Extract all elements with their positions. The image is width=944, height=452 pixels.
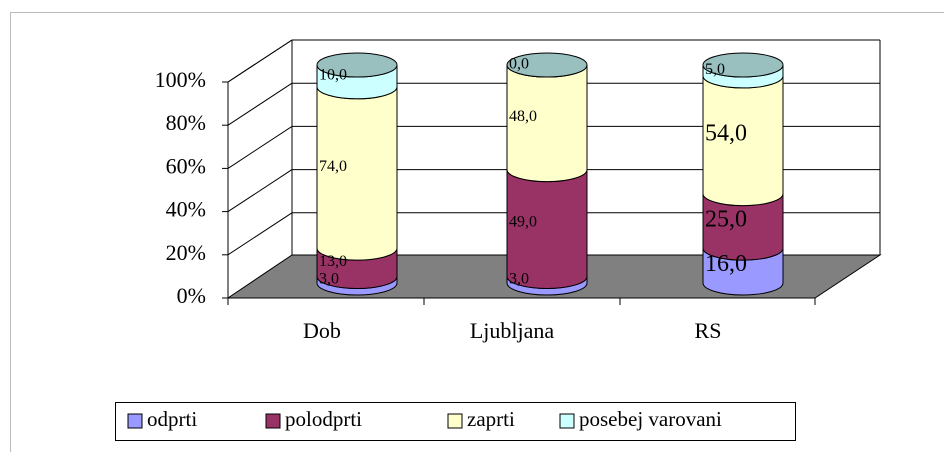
cylinder-cap xyxy=(316,52,398,78)
legend-swatch xyxy=(447,413,463,429)
x-tick-label: Ljubljana xyxy=(470,318,555,343)
data-label: 48,0 xyxy=(509,108,537,125)
data-label: 0,0 xyxy=(509,56,529,73)
chart-frame xyxy=(10,12,944,452)
data-label: 5,0 xyxy=(705,61,725,78)
grid-line xyxy=(227,39,293,83)
data-label: 13,0 xyxy=(319,253,347,270)
y-tick-label: 80% xyxy=(166,110,206,135)
y-tick-label: 20% xyxy=(166,240,206,265)
data-label: 10,0 xyxy=(319,67,347,84)
x-tick-label: RS xyxy=(695,318,722,343)
data-label: 49,0 xyxy=(509,214,537,231)
grid-line xyxy=(227,125,293,169)
cylinder-cap-shade xyxy=(317,53,397,77)
cylinder-cap xyxy=(702,52,784,78)
legend-label: zaprti xyxy=(467,407,515,431)
cylinder-cap xyxy=(506,52,588,78)
y-tick-label: 100% xyxy=(155,67,206,92)
legend-swatch xyxy=(265,413,281,429)
data-label: 54,0 xyxy=(705,120,747,146)
legend-swatch xyxy=(127,413,143,429)
legend-label: polodprti xyxy=(285,407,362,431)
legend-label: odprti xyxy=(147,407,197,431)
data-label: 74,0 xyxy=(319,158,347,175)
y-tick-label: 0% xyxy=(177,283,206,308)
data-label: 16,0 xyxy=(705,251,747,277)
y-tick-label: 40% xyxy=(166,197,206,222)
x-tick-label: Dob xyxy=(303,318,341,343)
cylinder-cap-shade xyxy=(703,53,783,77)
legend-label: posebej varovani xyxy=(579,407,722,431)
grid-line xyxy=(227,212,293,256)
data-label: 3,0 xyxy=(319,270,339,287)
data-label: 3,0 xyxy=(509,270,529,287)
data-label: 25,0 xyxy=(705,206,747,232)
legend-swatch xyxy=(559,413,575,429)
cylinder-cap-shade xyxy=(507,53,587,77)
grid-line xyxy=(227,82,293,126)
grid-line xyxy=(227,169,293,213)
y-tick-label: 60% xyxy=(166,153,206,178)
